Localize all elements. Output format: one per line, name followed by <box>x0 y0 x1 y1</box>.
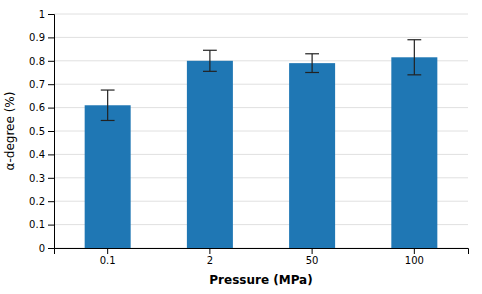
y-tick-label: 0.3 <box>29 173 45 184</box>
x-axis-title: Pressure (MPa) <box>209 273 312 287</box>
y-tick: 0.1 <box>29 219 54 230</box>
y-tick-label: 0.4 <box>29 149 45 160</box>
y-tick-mark <box>48 131 54 132</box>
y-tick-label: 0.6 <box>29 102 45 113</box>
error-cap <box>101 89 115 90</box>
y-tick: 0.5 <box>29 126 54 137</box>
y-axis-title: α-degree (%) <box>3 92 17 171</box>
bar <box>289 63 335 248</box>
y-tick-label: 0.7 <box>29 79 45 90</box>
x-tick: 100 <box>405 248 424 266</box>
y-tick-label: 0.5 <box>29 126 45 137</box>
x-tick-label: 0.1 <box>100 255 116 266</box>
y-tick-mark <box>48 225 54 226</box>
y-tick: 0.2 <box>29 196 54 207</box>
plot: 0.1 2 50 100 0 0.1 0.2 0.3 0.4 0.5 0.6 0.7 0.8 0.9 1 Pr… <box>3 9 469 287</box>
y-tick-mark <box>48 37 54 38</box>
x-tick-label: 50 <box>306 255 319 266</box>
x-tick: 0.1 <box>100 248 116 266</box>
y-tick: 0.3 <box>29 173 54 184</box>
x-tick-mark <box>312 248 313 254</box>
y-tick-mark <box>48 201 54 202</box>
y-tick-label: 1 <box>39 9 45 20</box>
x-tick-mark <box>209 248 210 254</box>
x-tick: 50 <box>306 248 319 266</box>
marks <box>85 40 438 248</box>
error-cap <box>407 39 421 40</box>
x-tick-mark <box>107 248 108 254</box>
error-line <box>209 50 210 71</box>
error-cap <box>203 50 217 51</box>
y-tick-mark <box>48 84 54 85</box>
x-tick-mark <box>414 248 415 254</box>
y-tick-mark <box>48 178 54 179</box>
y-tick: 0 <box>39 243 54 254</box>
y-tick-mark <box>48 248 54 249</box>
y-tick: 0.9 <box>29 32 54 43</box>
grid-line <box>54 14 468 15</box>
y-axis: 0 0.1 0.2 0.3 0.4 0.5 0.6 0.7 0.8 0.9 1 <box>29 9 54 254</box>
error-line <box>312 54 313 73</box>
y-tick-mark <box>48 61 54 62</box>
y-tick-mark <box>48 154 54 155</box>
bar <box>391 57 437 248</box>
bar <box>85 105 131 248</box>
y-tick-mark <box>48 14 54 15</box>
x-tick-label: 100 <box>405 255 424 266</box>
y-tick: 0.8 <box>29 56 54 67</box>
y-tick: 0.7 <box>29 79 54 90</box>
y-tick-label: 0 <box>39 243 45 254</box>
error-bar <box>305 54 319 73</box>
y-axis-line <box>48 15 55 249</box>
y-tick-mark <box>48 108 54 109</box>
y-tick-label: 0.9 <box>29 32 45 43</box>
error-bar <box>203 50 217 71</box>
error-bar <box>101 90 115 120</box>
x-tick: 2 <box>207 248 213 266</box>
x-tick-label: 2 <box>207 255 213 266</box>
y-tick: 0.6 <box>29 102 54 113</box>
grid-line <box>54 37 468 38</box>
grid <box>54 14 468 248</box>
error-cap <box>305 53 319 54</box>
error-cap <box>305 72 319 73</box>
chart: 0.1 2 50 100 0 0.1 0.2 0.3 0.4 0.5 0.6 0.7 0.8 0.9 1 Pr… <box>0 0 482 294</box>
error-cap <box>203 71 217 72</box>
y-tick: 0.4 <box>29 149 54 160</box>
error-bar <box>407 40 421 75</box>
bar <box>187 61 233 248</box>
error-line <box>107 90 108 120</box>
error-line <box>414 40 415 75</box>
y-tick-label: 0.1 <box>29 219 45 230</box>
y-tick-label: 0.2 <box>29 196 45 207</box>
x-axis: 0.1 2 50 100 <box>55 248 469 266</box>
error-cap <box>407 74 421 75</box>
error-cap <box>101 120 115 121</box>
x-axis-line <box>55 249 469 255</box>
y-tick: 1 <box>39 9 54 20</box>
y-tick-label: 0.8 <box>29 56 45 67</box>
